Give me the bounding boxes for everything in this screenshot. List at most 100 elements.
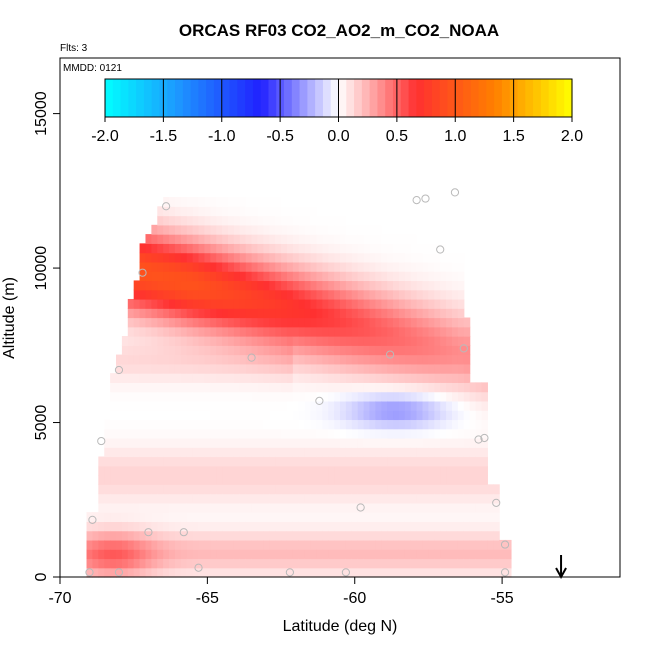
heatmap-cell	[416, 567, 424, 578]
heatmap-cell	[233, 484, 241, 495]
heatmap-cell	[387, 252, 394, 263]
heatmap-cell	[292, 243, 300, 254]
heatmap-cell	[163, 271, 170, 282]
heatmap-cell	[169, 419, 176, 430]
heatmap-cell	[228, 530, 235, 541]
heatmap-cell	[310, 484, 318, 495]
sample-point	[138, 268, 147, 277]
heatmap-cell	[133, 428, 141, 439]
heatmap-cell	[446, 549, 453, 560]
heatmap-cell	[269, 271, 276, 282]
heatmap-cell	[239, 234, 247, 244]
heatmap-cell	[139, 512, 147, 522]
heatmap-cell	[257, 521, 264, 532]
heatmap-cell	[180, 539, 188, 550]
heatmap-cell	[322, 206, 329, 217]
heatmap-cell	[316, 354, 323, 365]
heatmap-cell	[398, 298, 406, 309]
heatmap-cell	[169, 428, 176, 439]
heatmap-cell	[192, 382, 200, 393]
colorbar-swatch	[377, 79, 386, 117]
heatmap-cell	[422, 484, 430, 495]
heatmap-cell	[222, 354, 229, 365]
heatmap-cell	[481, 475, 488, 485]
heatmap-cell	[198, 400, 206, 411]
heatmap-cell	[239, 428, 247, 439]
heatmap-cell	[269, 400, 276, 411]
heatmap-cell	[157, 234, 164, 244]
heatmap-cell	[198, 289, 206, 300]
heatmap-cell	[398, 243, 406, 254]
heatmap-cell	[180, 400, 188, 411]
heatmap-cell	[233, 317, 241, 328]
heatmap-cell	[216, 493, 223, 504]
sample-points	[85, 188, 510, 577]
heatmap-cell	[145, 456, 152, 467]
heatmap-cell	[110, 502, 117, 513]
heatmap-cell	[410, 382, 418, 393]
heatmap-cell	[381, 521, 388, 532]
heatmap-cell	[275, 243, 282, 254]
heatmap-cell	[416, 234, 424, 244]
heatmap-cell	[233, 502, 241, 513]
heatmap-cell	[334, 336, 341, 346]
heatmap-cell	[110, 447, 117, 458]
heatmap-cell	[298, 558, 306, 569]
heatmap-cell	[139, 539, 147, 550]
heatmap-cell	[263, 530, 270, 541]
heatmap-cell	[263, 261, 270, 272]
heatmap-cell	[469, 475, 477, 485]
heatmap-cell	[381, 336, 388, 346]
heatmap-cell	[404, 521, 412, 532]
heatmap-cell	[251, 280, 259, 291]
heatmap-cell	[345, 243, 353, 254]
heatmap-cell	[174, 345, 182, 356]
heatmap-cell	[169, 512, 176, 522]
heatmap-cell	[169, 549, 176, 560]
heatmap-cell	[369, 549, 376, 560]
heatmap-cell	[416, 437, 424, 448]
heatmap-cell	[139, 345, 147, 356]
heatmap-cell	[351, 400, 359, 411]
heatmap-cell	[251, 530, 259, 541]
heatmap-cell	[440, 437, 447, 448]
heatmap-cell	[316, 428, 323, 439]
heatmap-cell	[281, 558, 288, 569]
heatmap-cell	[145, 502, 152, 513]
heatmap-cell	[457, 530, 465, 541]
heatmap-cell	[369, 280, 376, 291]
heatmap-cell	[233, 206, 241, 217]
heatmap-cell	[86, 521, 94, 532]
heatmap-cell	[281, 261, 288, 272]
heatmap-cell	[151, 447, 158, 458]
heatmap-cell	[222, 252, 229, 263]
heatmap-cell	[404, 326, 412, 337]
heatmap-cell	[251, 336, 259, 346]
heatmap-cell	[304, 493, 312, 504]
heatmap-cell	[222, 382, 229, 393]
heatmap-cell	[463, 456, 471, 467]
heatmap-cell	[404, 298, 412, 309]
heatmap-cell	[328, 567, 335, 578]
heatmap-cell	[463, 363, 471, 374]
colorbar-swatch	[291, 79, 301, 117]
heatmap-cell	[328, 308, 335, 319]
heatmap-cell	[398, 567, 406, 578]
heatmap-cell	[228, 558, 235, 569]
heatmap-cell	[216, 243, 223, 254]
heatmap-cell	[340, 493, 347, 504]
heatmap-cell	[186, 567, 194, 578]
heatmap-cell	[210, 271, 217, 282]
heatmap-cell	[304, 521, 312, 532]
heatmap-cell	[369, 252, 376, 263]
heatmap-cell	[363, 206, 371, 217]
heatmap-cell	[351, 261, 359, 272]
heatmap-cell	[410, 400, 418, 411]
heatmap-cell	[233, 493, 241, 504]
heatmap-cell	[186, 539, 194, 550]
heatmap-cell	[180, 549, 188, 560]
heatmap-cell	[387, 261, 394, 272]
heatmap-cell	[351, 558, 359, 569]
heatmap-cell	[210, 419, 217, 430]
heatmap-cell	[410, 391, 418, 402]
